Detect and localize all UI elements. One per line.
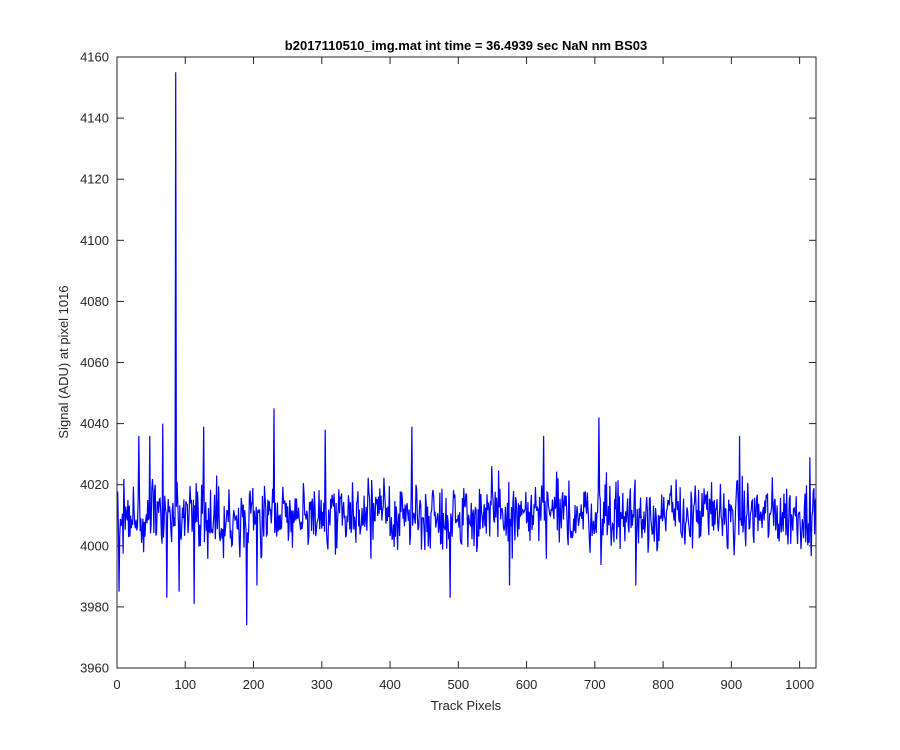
series-line-signal	[117, 72, 817, 626]
x-tick-label: 900	[721, 677, 743, 692]
y-tick-label: 3980	[80, 599, 109, 614]
y-tick-label: 4000	[80, 538, 109, 553]
y-axis: 3960 3980 4000 4020 4040 4060 4080 4100 4120 4140…	[80, 50, 816, 676]
y-tick-label: 4120	[80, 172, 109, 187]
x-tick-label: 500	[447, 677, 469, 692]
y-tick-label: 3960	[80, 661, 109, 676]
y-tick-label: 4040	[80, 416, 109, 431]
y-tick-label: 4160	[80, 50, 109, 65]
x-axis: 0 100 200 300 400 500 600 700 800 900 1000	[113, 57, 814, 692]
x-tick-label: 600	[516, 677, 538, 692]
y-tick-label: 4060	[80, 355, 109, 370]
x-tick-label: 400	[379, 677, 401, 692]
y-tick-label: 4020	[80, 477, 109, 492]
plot-area	[116, 56, 817, 669]
y-tick-label: 4100	[80, 233, 109, 248]
y-tick-label: 4080	[80, 294, 109, 309]
axes-background	[117, 57, 816, 668]
y-tick-label: 4140	[80, 111, 109, 126]
x-tick-label: 300	[311, 677, 333, 692]
x-tick-label: 100	[174, 677, 196, 692]
x-tick-label: 700	[584, 677, 606, 692]
y-axis-label: Signal (ADU) at pixel 1016	[56, 285, 71, 438]
x-tick-label: 1000	[785, 677, 814, 692]
x-tick-label: 200	[243, 677, 265, 692]
x-tick-label: 0	[113, 677, 120, 692]
x-tick-label: 800	[652, 677, 674, 692]
x-axis-label: Track Pixels	[431, 698, 502, 713]
chart-title: b2017110510_img.mat int time = 36.4939 s…	[285, 38, 647, 53]
